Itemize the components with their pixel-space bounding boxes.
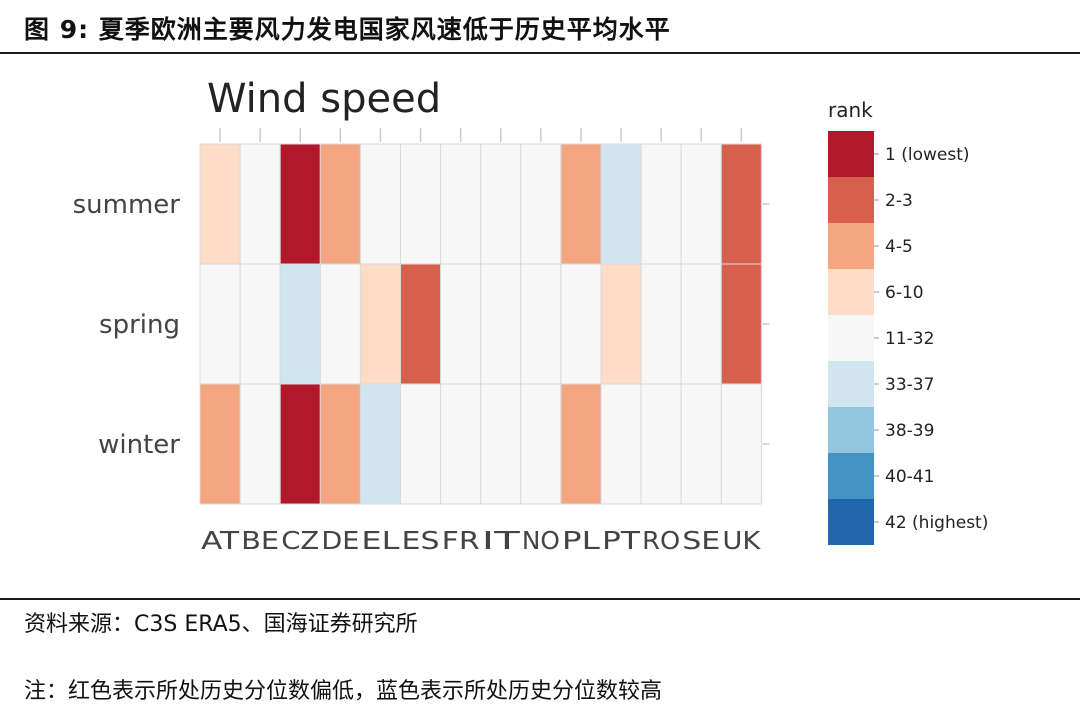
- x-tick-label: SE: [682, 526, 720, 555]
- legend-label: 6-10: [885, 283, 924, 303]
- legend-label: 33-37: [885, 375, 934, 395]
- heatmap-cell-winter-RO: [640, 383, 682, 505]
- heatmap-cell-winter-SE: [680, 383, 722, 505]
- heatmap-cell-winter-BE: [239, 383, 281, 505]
- heatmap-cell-summer-ES: [400, 143, 442, 265]
- y-tick-label: spring: [99, 310, 180, 340]
- legend-label: 11-32: [885, 329, 934, 349]
- heatmap-cell-spring-CZ: [279, 263, 321, 385]
- chart-title: Wind speed: [207, 76, 441, 122]
- x-tick-label: AT: [201, 526, 240, 555]
- heatmap-cell-spring-BE: [239, 263, 281, 385]
- heatmap-cell-summer-UK: [720, 143, 762, 265]
- heatmap-cell-winter-CZ: [279, 383, 321, 505]
- legend-swatch: [828, 499, 874, 545]
- heatmap-cell-spring-IT: [480, 263, 522, 385]
- heatmap-cell-summer-PT: [600, 143, 642, 265]
- heatmap-cell-summer-EL: [359, 143, 401, 265]
- heatmap-cell-winter-PL: [560, 383, 602, 505]
- x-tick-label: PT: [602, 526, 641, 555]
- legend-label: 1 (lowest): [885, 145, 970, 165]
- legend-label: 2-3: [885, 191, 913, 211]
- heatmap-cell-spring-DE: [319, 263, 361, 385]
- legend-swatch: [828, 407, 874, 453]
- heatmap-plot: summer spring winter AT BE CZ DE EL ES FR IT NO PL PT…: [73, 128, 770, 555]
- legend-swatch: [828, 131, 874, 177]
- x-tick-label: ES: [402, 526, 440, 555]
- x-tick-label: FR: [442, 526, 480, 555]
- y-tick-label: summer: [73, 190, 181, 220]
- heatmap-cell-summer-DE: [319, 143, 361, 265]
- x-tick-label: EL: [361, 526, 399, 555]
- legend: rank 1 (lowest) 2-3 4-5 6-10 11-32 33-37 38-39…: [828, 98, 988, 545]
- legend-swatch: [828, 315, 874, 361]
- heatmap-cell-winter-DE: [319, 383, 361, 505]
- bottom-rule: [0, 598, 1080, 600]
- legend-swatch: [828, 361, 874, 407]
- heatmap-cell-summer-SE: [680, 143, 722, 265]
- x-tick-label: DE: [321, 526, 359, 555]
- wind-speed-heatmap: Wind speed summer spring winter AT BE CZ DE EL E…: [73, 76, 989, 555]
- heatmap-cell-spring-AT: [199, 263, 241, 385]
- legend-label: 4-5: [885, 237, 913, 257]
- heatmap-cell-spring-EL: [359, 263, 401, 385]
- color-note: 注：红色表示所处历史分位数偏低，蓝色表示所处历史分位数较高: [24, 679, 663, 704]
- heatmap-cell-spring-PL: [560, 263, 602, 385]
- heatmap-cell-winter-NO: [520, 383, 562, 505]
- heatmap-cell-spring-PT: [600, 263, 642, 385]
- heatmap-cell-spring-RO: [640, 263, 682, 385]
- x-tick-label: NO: [522, 526, 560, 555]
- heatmap-cell-summer-BE: [239, 143, 281, 265]
- heatmap-cell-winter-FR: [440, 383, 482, 505]
- x-tick-label: RO: [642, 526, 680, 555]
- heatmap-cell-summer-AT: [199, 143, 241, 265]
- heatmap-cell-spring-NO: [520, 263, 562, 385]
- legend-label: 40-41: [885, 467, 934, 487]
- x-tick-label: PL: [562, 526, 600, 555]
- legend-label: 42 (highest): [885, 513, 988, 533]
- source-note: 资料来源：C3S ERA5、国海证券研究所: [24, 612, 418, 637]
- legend-swatch: [828, 269, 874, 315]
- heatmap-cell-winter-UK: [720, 383, 762, 505]
- x-tick-label: BE: [241, 526, 279, 555]
- heatmap-cell-spring-UK: [720, 263, 762, 385]
- figure-title: 图 9: 夏季欧洲主要风力发电国家风速低于历史平均水平: [24, 15, 671, 44]
- heatmap-cell-winter-ES: [400, 383, 442, 505]
- x-tick-label: IT: [482, 526, 521, 555]
- legend-swatch: [828, 453, 874, 499]
- heatmap-cell-winter-IT: [480, 383, 522, 505]
- legend-swatch: [828, 177, 874, 223]
- x-tick-label: CZ: [281, 526, 319, 555]
- heatmap-cell-summer-IT: [480, 143, 522, 265]
- heatmap-cell-spring-ES: [400, 263, 442, 385]
- y-tick-label: winter: [98, 430, 180, 460]
- top-rule: [0, 52, 1080, 54]
- heatmap-cell-summer-CZ: [279, 143, 321, 265]
- heatmap-cell-summer-FR: [440, 143, 482, 265]
- heatmap-cell-winter-PT: [600, 383, 642, 505]
- legend-label: 38-39: [885, 421, 934, 441]
- heatmap-cell-spring-SE: [680, 263, 722, 385]
- legend-swatch: [828, 223, 874, 269]
- heatmap-cell-winter-AT: [199, 383, 241, 505]
- heatmap-cell-winter-EL: [359, 383, 401, 505]
- heatmap-cell-summer-NO: [520, 143, 562, 265]
- heatmap-cell-summer-PL: [560, 143, 602, 265]
- legend-title: rank: [828, 98, 873, 122]
- heatmap-cell-summer-RO: [640, 143, 682, 265]
- heatmap-cell-spring-FR: [440, 263, 482, 385]
- x-tick-label: UK: [722, 526, 761, 555]
